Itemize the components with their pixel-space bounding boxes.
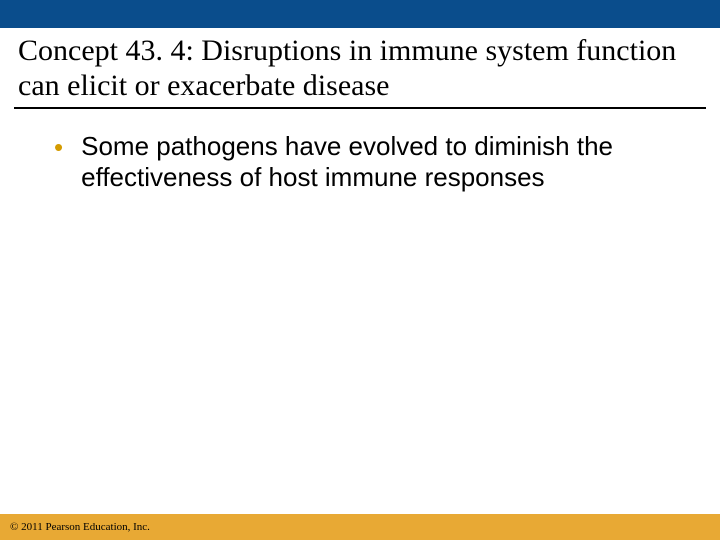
bullet-item: • Some pathogens have evolved to diminis…: [0, 121, 720, 193]
copyright-text: © 2011 Pearson Education, Inc.: [10, 521, 150, 533]
slide-title: Concept 43. 4: Disruptions in immune sys…: [0, 28, 720, 107]
title-underline: [14, 107, 706, 109]
top-bar: [0, 0, 720, 28]
footer-bar: © 2011 Pearson Education, Inc.: [0, 514, 720, 540]
bullet-text: Some pathogens have evolved to diminish …: [81, 131, 692, 193]
bullet-icon: •: [54, 134, 63, 160]
